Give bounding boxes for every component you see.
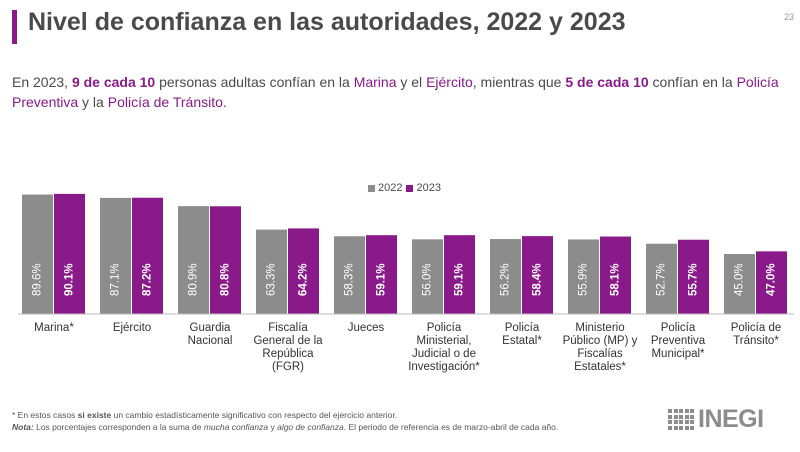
bar-2022-8 — [646, 243, 677, 314]
category-label-7: Ministerio Público (MP) y Fiscalías Esta… — [562, 322, 638, 373]
category-label-4: Jueces — [347, 322, 385, 334]
data-label-2022-1: 87.1% — [110, 263, 122, 296]
bar-2022-5 — [412, 239, 443, 314]
category-label-6: Policía Estatal* — [502, 322, 542, 347]
inegi-logo: INEGI — [668, 405, 764, 434]
data-label-2022-4: 58.3% — [344, 263, 356, 296]
data-label-2022-6: 56.2% — [500, 263, 512, 296]
bar-2023-5 — [444, 235, 475, 314]
data-label-2022-8: 52.7% — [656, 263, 668, 296]
bar-2023-0 — [54, 193, 85, 314]
data-label-2023-7: 58.1% — [610, 263, 622, 296]
legend-item-2022: 2022 — [368, 182, 402, 194]
intro-highlight-9-of-10: 9 de cada 10 — [71, 74, 156, 90]
footnote-emphasis: si existe — [77, 410, 112, 420]
bar-2022-7 — [568, 239, 599, 314]
bar-2022-3 — [256, 229, 287, 314]
legend-label-2022: 2022 — [378, 182, 403, 194]
note-italic: mucha confianza — [203, 421, 269, 432]
bar-2022-6 — [490, 239, 521, 314]
data-label-2022-3: 63.3% — [266, 263, 278, 296]
category-label-8: Policía Preventiva Municipal* — [650, 322, 706, 360]
note-label: Nota: — [12, 421, 34, 432]
bar-2022-1 — [100, 197, 131, 314]
intro-highlight-policia-preventiva: Policía Preventiva — [12, 74, 779, 110]
data-label-2022-2: 80.9% — [188, 263, 200, 296]
bar-2023-4 — [366, 235, 397, 314]
intro-text-2: personas adultas confían en la — [155, 74, 354, 90]
intro-text-5: confían en la — [648, 74, 737, 90]
footnote-note: Nota: Los porcentajes corresponden a la … — [12, 422, 662, 434]
bar-2023-6 — [522, 236, 553, 314]
bar-2023-2 — [210, 206, 241, 314]
note-text: Los porcentajes corresponden a la suma d… — [33, 421, 204, 432]
page-number: 23 — [783, 12, 794, 22]
bar-2023-8 — [678, 239, 709, 314]
data-label-2023-3: 64.2% — [298, 263, 310, 296]
category-label-9: Policía de Tránsito* — [730, 322, 782, 347]
page-title: Nivel de confianza en las autoridades, 2… — [28, 8, 626, 36]
legend-swatch-2023 — [406, 184, 414, 192]
intro-highlight-5-of-10: 5 de cada 10 — [565, 74, 649, 90]
intro-highlight-marina: Marina — [353, 74, 397, 90]
inegi-logo-text: INEGI — [698, 405, 764, 433]
footnote-text: un cambio estadísticamente significativo… — [111, 410, 398, 420]
data-label-2023-6: 58.4% — [532, 263, 544, 296]
category-label-3: Fiscalía General de la República (FGR) — [253, 322, 323, 373]
chart-legend: 2022 2023 — [368, 182, 441, 194]
intro-text-3: y el — [396, 74, 427, 90]
data-label-2023-2: 80.8% — [220, 263, 232, 296]
footnotes: * En estos casos si existe un cambio est… — [12, 410, 662, 433]
note-text: . El periodo de referencia es de marzo-a… — [343, 421, 559, 432]
data-label-2022-5: 56.0% — [422, 263, 434, 296]
category-label-5: Policía Ministerial, Judicial o de Inves… — [408, 322, 480, 373]
legend-item-2023: 2023 — [406, 182, 441, 194]
note-text: y — [268, 421, 278, 432]
bar-2023-1 — [132, 197, 163, 314]
bar-2022-4 — [334, 236, 365, 314]
intro-text-7: . — [222, 94, 227, 110]
category-label-1: Ejército — [112, 322, 152, 334]
data-label-2023-4: 59.1% — [376, 263, 388, 296]
note-italic: algo de confianza — [277, 421, 344, 432]
title-accent-bar — [12, 10, 17, 44]
intro-paragraph: En 2023, 9 de cada 10 personas adultas c… — [12, 72, 788, 112]
footnote-text: * En estos casos — [12, 410, 78, 420]
data-label-2023-8: 55.7% — [688, 263, 700, 296]
bar-2022-9 — [724, 254, 755, 314]
intro-text-6: y la — [78, 94, 108, 110]
bar-2023-7 — [600, 236, 631, 314]
legend-label-2023: 2023 — [416, 182, 441, 194]
data-label-2023-9: 47.0% — [766, 263, 778, 296]
data-label-2023-0: 90.1% — [64, 263, 76, 296]
data-label-2022-9: 45.0% — [734, 263, 746, 296]
category-label-2: Guardia Nacional — [187, 322, 233, 347]
data-label-2023-5: 59.1% — [454, 263, 466, 296]
data-label-2022-0: 89.6% — [32, 263, 44, 296]
bar-2022-0 — [22, 194, 53, 314]
intro-highlight-ejercito: Ejército — [426, 74, 473, 90]
bar-2023-3 — [288, 228, 319, 314]
intro-text-1: En 2023, — [12, 74, 72, 90]
data-label-2022-7: 55.9% — [578, 263, 590, 296]
category-label-0: Marina* — [34, 322, 74, 334]
intro-text-4: , mientras que — [472, 74, 566, 90]
intro-highlight-policia-transito: Policía de Tránsito — [107, 94, 223, 110]
bar-2023-9 — [756, 251, 787, 314]
footnote-significance: * En estos casos si existe un cambio est… — [12, 410, 662, 422]
inegi-logo-mark — [668, 409, 694, 430]
data-label-2023-1: 87.2% — [142, 263, 154, 296]
legend-swatch-2022 — [368, 184, 375, 192]
bar-2022-2 — [178, 206, 209, 314]
